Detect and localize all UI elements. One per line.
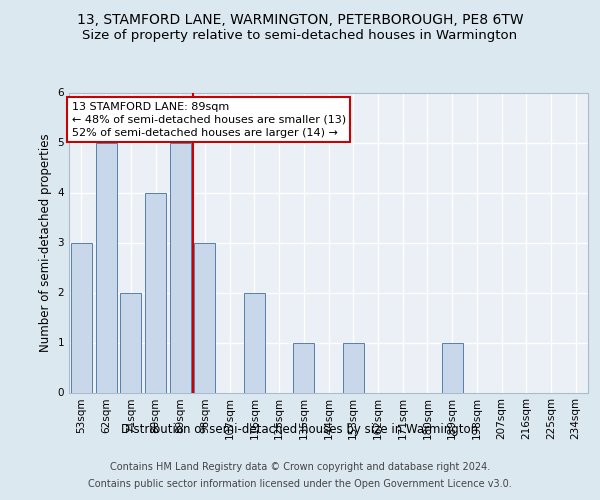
- Bar: [343, 342, 364, 392]
- Bar: [71, 242, 92, 392]
- Y-axis label: Number of semi-detached properties: Number of semi-detached properties: [39, 133, 52, 352]
- Text: 13, STAMFORD LANE, WARMINGTON, PETERBOROUGH, PE8 6TW: 13, STAMFORD LANE, WARMINGTON, PETERBORO…: [77, 12, 523, 26]
- Bar: [244, 292, 265, 392]
- Bar: [194, 242, 215, 392]
- Text: Distribution of semi-detached houses by size in Warmington: Distribution of semi-detached houses by …: [121, 422, 479, 436]
- Bar: [442, 342, 463, 392]
- Text: 13 STAMFORD LANE: 89sqm
← 48% of semi-detached houses are smaller (13)
52% of se: 13 STAMFORD LANE: 89sqm ← 48% of semi-de…: [71, 102, 346, 138]
- Bar: [293, 342, 314, 392]
- Text: Contains HM Land Registry data © Crown copyright and database right 2024.: Contains HM Land Registry data © Crown c…: [110, 462, 490, 472]
- Bar: [95, 142, 116, 392]
- Bar: [145, 192, 166, 392]
- Bar: [170, 142, 191, 392]
- Text: Size of property relative to semi-detached houses in Warmington: Size of property relative to semi-detach…: [82, 29, 518, 42]
- Text: Contains public sector information licensed under the Open Government Licence v3: Contains public sector information licen…: [88, 479, 512, 489]
- Bar: [120, 292, 141, 392]
